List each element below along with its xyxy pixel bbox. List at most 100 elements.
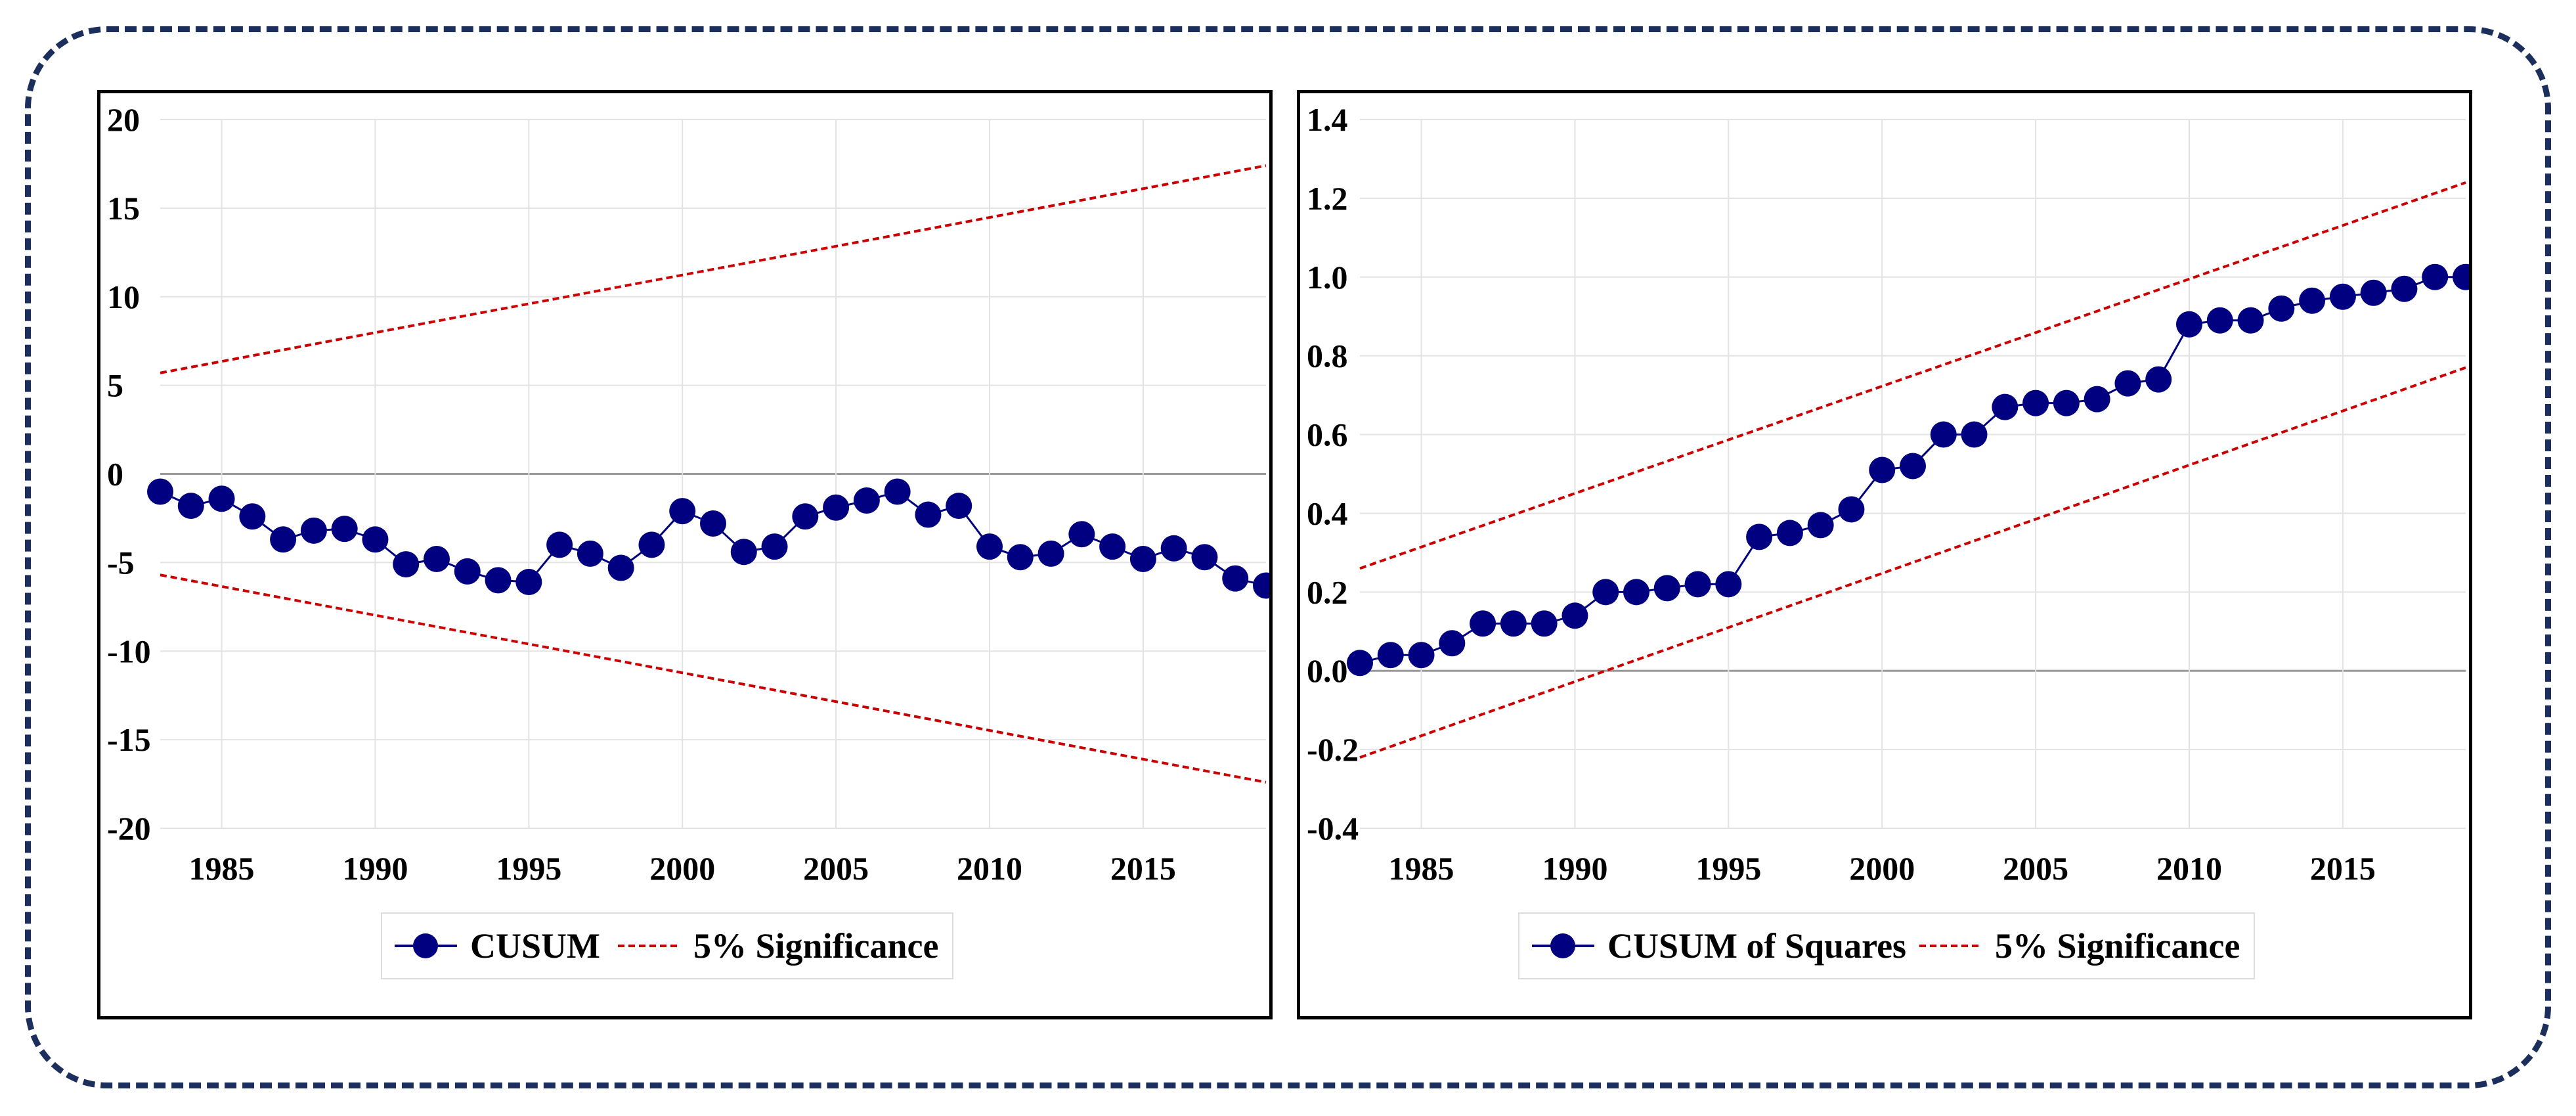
y-tick-label: 0.0	[1307, 652, 1348, 689]
data-point	[485, 567, 512, 594]
significance-line	[160, 164, 1267, 374]
data-point	[1347, 650, 1373, 677]
data-point	[915, 501, 942, 528]
data-point	[1961, 421, 1988, 448]
significance-line	[1359, 366, 2466, 759]
x-tick-label: 2010	[2156, 850, 2222, 887]
data-point	[2145, 366, 2172, 393]
data-point	[2053, 390, 2080, 416]
data-point	[638, 531, 665, 558]
data-point	[1623, 579, 1649, 606]
x-tick-label: 1995	[496, 850, 561, 887]
x-tick-label: 1985	[1389, 850, 1454, 887]
data-point	[177, 493, 204, 520]
data-point	[1500, 610, 1527, 637]
y-tick-label: 0	[107, 456, 123, 493]
data-point	[331, 516, 358, 543]
cusum-squares-chart: 1.4 1.2 1.0 0.8 0.6 0.4 0.2 0.0 -0.2 -0.4 1985 1990…	[1307, 101, 2469, 979]
legend-significance-label: 5% Significance	[1995, 926, 2240, 966]
legend-box	[1518, 912, 2255, 979]
legend-series-label: CUSUM	[470, 926, 600, 966]
data-point	[424, 545, 450, 572]
legend-box	[381, 912, 953, 979]
y-axis-ticks: 1.4 1.2 1.0 0.8 0.6 0.4 0.2 0.0 -0.2 -0.4	[1307, 101, 1359, 847]
y-tick-label: 1.2	[1307, 180, 1348, 217]
data-point	[2360, 279, 2387, 306]
data-point	[1439, 630, 1466, 657]
data-point	[607, 554, 634, 581]
data-point	[454, 558, 481, 585]
x-tick-label: 2015	[1110, 850, 1176, 887]
data-point	[853, 487, 880, 514]
data-point	[1776, 520, 1803, 547]
data-point	[393, 551, 420, 578]
legend-series-marker	[1550, 933, 1575, 958]
x-tick-label: 1985	[189, 850, 255, 887]
y-tick-label: -5	[107, 544, 135, 581]
data-point	[147, 478, 173, 505]
y-tick-label: -10	[107, 633, 151, 669]
y-tick-label: -15	[107, 721, 151, 758]
y-tick-label: 0.6	[1307, 416, 1348, 453]
data-point	[362, 526, 389, 553]
data-point	[1869, 457, 1896, 483]
y-tick-label: 5	[107, 367, 123, 404]
y-tick-label: 20	[107, 101, 140, 138]
significance-line	[160, 573, 1267, 784]
significance-line	[1359, 181, 2466, 570]
data-point	[1191, 544, 1218, 571]
data-point	[1377, 642, 1404, 669]
data-point	[1531, 610, 1558, 637]
data-point	[1807, 512, 1834, 539]
data-point	[1099, 533, 1126, 560]
data-point	[1129, 545, 1156, 572]
data-point	[884, 478, 911, 505]
data-point	[700, 510, 726, 537]
y-tick-label: 1.4	[1307, 101, 1348, 138]
gridlines	[1360, 119, 2466, 829]
data-point	[1007, 544, 1034, 571]
data-point	[577, 540, 603, 567]
y-tick-label: -20	[107, 810, 151, 847]
x-axis-ticks: 1985 1990 1995 2000 2005 2010 2015	[189, 850, 1176, 887]
data-point	[946, 493, 972, 520]
data-point	[2299, 287, 2326, 314]
y-tick-label: 0.8	[1307, 338, 1348, 374]
data-point	[2176, 311, 2202, 338]
legend-series-marker	[413, 933, 438, 958]
series-points	[1347, 263, 2469, 677]
data-point	[300, 517, 327, 544]
y-axis-ticks: 20 15 10 5 0 -5 -10 -15 -20	[107, 101, 151, 847]
data-point	[1684, 571, 1711, 598]
data-point	[2237, 307, 2264, 334]
cusum-squares-chart-panel: 1.4 1.2 1.0 0.8 0.6 0.4 0.2 0.0 -0.2 -0.4 1985 1990…	[1297, 90, 2472, 1019]
data-point	[669, 498, 696, 525]
data-point	[1992, 393, 2019, 420]
data-point	[761, 533, 788, 560]
data-point	[1222, 565, 1249, 592]
series-line	[160, 490, 1267, 587]
y-tick-label: 10	[107, 279, 140, 315]
x-tick-label: 1995	[1695, 850, 1761, 887]
data-point	[1160, 535, 1187, 562]
data-point	[1470, 610, 1496, 637]
x-axis-ticks: 1985 1990 1995 2000 2005 2010 2015	[1389, 850, 2376, 887]
data-point	[2022, 390, 2049, 416]
data-point	[2329, 283, 2356, 310]
data-point	[270, 526, 297, 553]
data-point	[2391, 275, 2418, 302]
x-tick-label: 2005	[2003, 850, 2068, 887]
data-point	[1068, 521, 1095, 548]
data-point	[1746, 524, 1773, 550]
y-tick-label: 0.4	[1307, 495, 1348, 531]
data-point	[1930, 421, 1957, 448]
x-tick-label: 2000	[1849, 850, 1915, 887]
data-point	[2206, 307, 2233, 334]
data-point	[1253, 572, 1269, 599]
legend: CUSUM 5% Significance	[381, 912, 953, 979]
legend: CUSUM of Squares 5% Significance	[1518, 912, 2255, 979]
data-point	[976, 533, 1003, 560]
data-point	[239, 503, 266, 530]
cusum-chart-panel: 20 15 10 5 0 -5 -10 -15 -20 1985 1990 1995 2000 2005 2…	[97, 90, 1273, 1019]
y-tick-label: 0.2	[1307, 573, 1348, 610]
